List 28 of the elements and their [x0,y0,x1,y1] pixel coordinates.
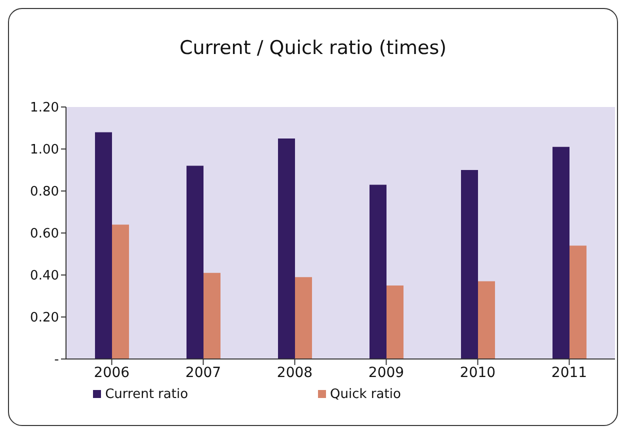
y-tick-label: 1.00 [30,142,59,158]
chart-title: Current / Quick ratio (times) [178,37,448,59]
y-tick-label: 0.40 [30,268,59,284]
x-tick-label: 2008 [276,364,313,381]
bar [386,286,404,359]
bar [295,277,312,359]
legend-label: Current ratio [105,387,188,402]
bar [570,246,586,359]
bar [370,184,386,359]
x-tick-label: 2007 [185,364,222,381]
x-tick-label: 2009 [368,364,404,381]
bar [278,138,295,359]
bar [186,166,204,359]
x-tick-label: 2011 [551,364,588,381]
bar [112,224,129,359]
bar [95,132,112,359]
legend-label: Quick ratio [330,387,401,402]
bar [478,281,495,359]
bar [204,272,220,359]
bar [552,146,570,359]
x-tick-label: 2010 [460,364,496,381]
y-tick-label: 0.20 [30,310,59,326]
x-tick-label: 2006 [94,364,130,381]
y-tick-label: 0.80 [30,184,59,200]
y-tick-label: - [54,352,60,368]
bar [461,170,478,359]
y-tick-label: 1.20 [30,100,59,116]
y-tick-label: 0.60 [30,226,59,242]
